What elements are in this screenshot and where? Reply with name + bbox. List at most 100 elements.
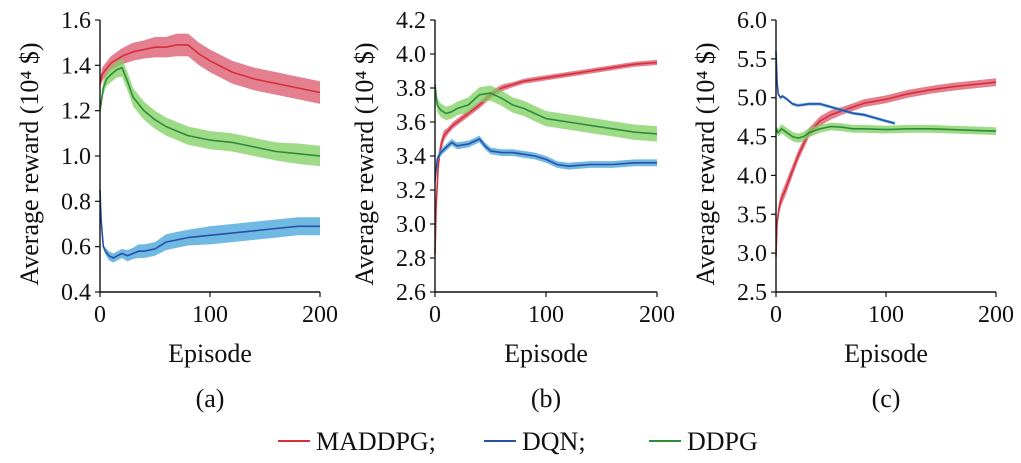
y-tick-label: 0.4 bbox=[61, 280, 91, 306]
data-point-maddpg bbox=[154, 46, 156, 48]
x-axis-title: Episode bbox=[504, 339, 588, 368]
data-point-maddpg bbox=[297, 87, 299, 89]
data-point-dqn bbox=[231, 232, 233, 234]
data-point-ddpg bbox=[951, 129, 953, 131]
data-point-maddpg bbox=[253, 78, 255, 80]
data-point-dqn bbox=[479, 138, 481, 140]
y-tick-label: 2.6 bbox=[396, 280, 426, 306]
band-ddpg bbox=[435, 79, 657, 142]
data-point-maddpg bbox=[612, 67, 614, 69]
y-tick-label: 3.6 bbox=[396, 110, 426, 136]
data-point-ddpg bbox=[612, 128, 614, 130]
data-point-maddpg bbox=[781, 198, 783, 200]
data-point-dqn bbox=[656, 162, 658, 164]
data-point-dqn bbox=[523, 154, 525, 156]
data-point-ddpg bbox=[297, 153, 299, 155]
data-point-maddpg bbox=[452, 125, 454, 127]
legend-label: DDPG bbox=[687, 427, 758, 456]
series-dqn bbox=[99, 189, 321, 263]
data-point-maddpg bbox=[479, 104, 481, 106]
data-point-dqn bbox=[819, 103, 821, 105]
data-point-maddpg bbox=[448, 130, 450, 132]
data-point-ddpg bbox=[567, 121, 569, 123]
band-dqn bbox=[100, 190, 320, 263]
data-point-dqn bbox=[782, 95, 784, 97]
data-point-ddpg bbox=[534, 113, 536, 115]
band-maddpg bbox=[100, 33, 320, 104]
data-point-maddpg bbox=[456, 121, 458, 123]
data-point-maddpg bbox=[132, 51, 134, 53]
data-point-ddpg bbox=[841, 126, 843, 128]
data-point-maddpg bbox=[143, 49, 145, 51]
data-point-ddpg bbox=[852, 128, 854, 130]
data-point-maddpg bbox=[438, 164, 440, 166]
data-point-dqn bbox=[319, 226, 321, 228]
data-point-dqn bbox=[830, 106, 832, 108]
data-point-dqn bbox=[545, 159, 547, 161]
data-point-dqn bbox=[874, 117, 876, 119]
data-point-ddpg bbox=[154, 119, 156, 121]
y-tick-label: 3.4 bbox=[396, 144, 426, 170]
y-tick-label: 0.6 bbox=[61, 235, 91, 261]
data-point-maddpg bbox=[590, 70, 592, 72]
data-point-maddpg bbox=[187, 44, 189, 46]
legend-entry: DQN; bbox=[484, 427, 586, 456]
data-point-maddpg bbox=[319, 92, 321, 94]
data-point-dqn bbox=[297, 226, 299, 228]
chart-panel-1: 0.4 0.6 0.8 1.0 1.2 1.4 1.6 0 100 200 Episode Avera… bbox=[15, 8, 338, 413]
data-point-dqn bbox=[534, 155, 536, 157]
x-tick-label: 0 bbox=[770, 302, 782, 328]
data-point-maddpg bbox=[231, 71, 233, 73]
data-point-ddpg bbox=[479, 94, 481, 96]
data-point-dqn bbox=[275, 228, 277, 230]
data-point-maddpg bbox=[468, 113, 470, 115]
data-point-maddpg bbox=[165, 46, 167, 48]
panel-label: (c) bbox=[872, 384, 901, 413]
data-point-dqn bbox=[138, 250, 140, 252]
y-tick-label: 0.8 bbox=[61, 189, 91, 215]
data-point-ddpg bbox=[165, 126, 167, 128]
data-point-ddpg bbox=[512, 104, 514, 106]
line-dqn bbox=[775, 51, 896, 125]
band-ddpg bbox=[776, 122, 996, 143]
data-point-ddpg bbox=[656, 133, 658, 135]
data-point-dqn bbox=[127, 255, 129, 257]
y-tick-label: 1.6 bbox=[61, 8, 91, 34]
data-point-maddpg bbox=[275, 83, 277, 85]
series-ddpg bbox=[434, 79, 658, 142]
y-tick-label: 3.5 bbox=[737, 202, 767, 228]
data-point-maddpg bbox=[534, 79, 536, 81]
data-point-ddpg bbox=[445, 113, 447, 115]
data-point-ddpg bbox=[863, 128, 865, 130]
line-dqn bbox=[99, 189, 320, 259]
data-point-dqn bbox=[894, 123, 896, 125]
data-point-ddpg bbox=[803, 136, 805, 138]
x-tick-label: 0 bbox=[429, 302, 441, 328]
data-point-dqn bbox=[176, 239, 178, 241]
data-point-maddpg bbox=[907, 93, 909, 95]
data-point-maddpg bbox=[523, 80, 525, 82]
data-point-dqn bbox=[154, 248, 156, 250]
data-point-ddpg bbox=[116, 69, 118, 71]
legend-entry: DDPG bbox=[649, 427, 758, 456]
y-tick-label: 3.0 bbox=[737, 241, 767, 267]
data-point-dqn bbox=[612, 164, 614, 166]
y-axis-title: Average reward (10⁴ $) bbox=[691, 42, 720, 285]
data-point-maddpg bbox=[501, 87, 503, 89]
data-point-maddpg bbox=[209, 60, 211, 62]
data-point-dqn bbox=[777, 93, 779, 95]
data-point-dqn bbox=[253, 230, 255, 232]
data-point-dqn bbox=[808, 103, 810, 105]
y-tick-label: 3.0 bbox=[396, 212, 426, 238]
data-point-maddpg bbox=[784, 190, 786, 192]
data-point-ddpg bbox=[275, 151, 277, 153]
data-point-ddpg bbox=[995, 130, 997, 132]
panel-label: (a) bbox=[196, 384, 225, 413]
data-point-ddpg bbox=[907, 128, 909, 130]
x-tick-label: 100 bbox=[868, 302, 904, 328]
y-axis-title: Average reward (10⁴ $) bbox=[350, 42, 379, 285]
data-point-maddpg bbox=[863, 102, 865, 104]
data-point-dqn bbox=[468, 143, 470, 145]
data-point-ddpg bbox=[451, 111, 453, 113]
